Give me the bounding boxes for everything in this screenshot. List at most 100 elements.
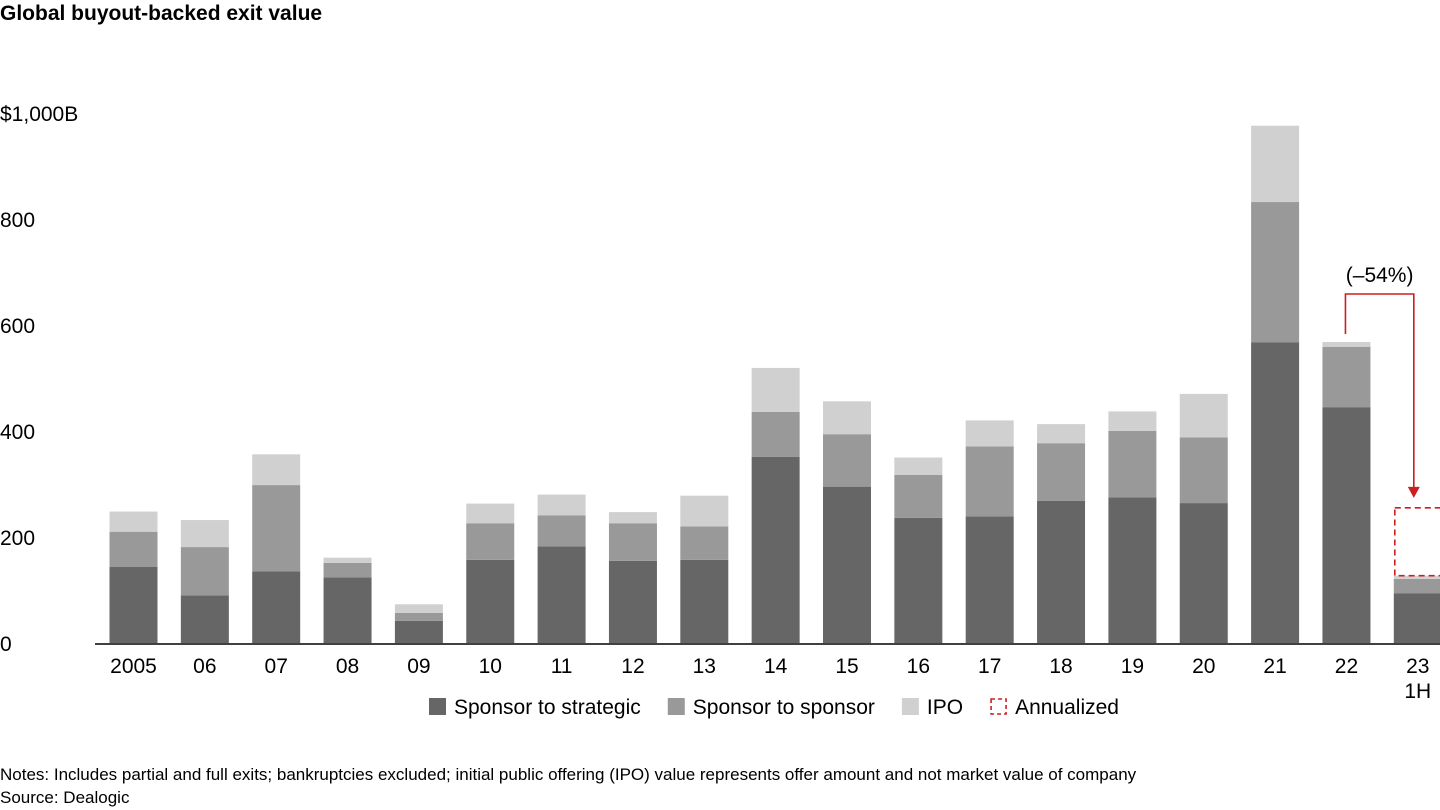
bar-segment-sponsor-to-strategic xyxy=(1322,407,1371,643)
bar-segment-sponsor-to-strategic xyxy=(466,559,515,643)
bar-segment-sponsor-to-strategic xyxy=(751,456,800,643)
x-tick-label: 06 xyxy=(193,655,216,678)
bar-segment-sponsor-to-strategic xyxy=(965,516,1014,643)
bar-segment-sponsor-to-sponsor xyxy=(394,612,443,621)
y-tick-label: 800 xyxy=(0,209,35,232)
y-tick-label: $1,000B xyxy=(0,103,78,126)
legend-label-sponsor-to-sponsor: Sponsor to sponsor xyxy=(693,696,875,719)
bar-segment-sponsor-to-strategic xyxy=(252,571,301,643)
bar-segment-ipo xyxy=(1322,341,1371,347)
x-tick-label: 22 xyxy=(1335,655,1358,678)
bar-segment-ipo xyxy=(394,604,443,613)
bar-segment-ipo xyxy=(680,495,729,527)
x-axis: 2005 06 07 08 09 10 11 12 13 14 15 16 17 18 19 20 21 22 23… xyxy=(110,655,1431,703)
bar-segment-ipo xyxy=(1179,393,1228,438)
bar-segment-ipo xyxy=(466,503,515,524)
bar-segment-sponsor-to-sponsor xyxy=(965,446,1014,517)
x-tick-label: 10 xyxy=(479,655,502,678)
legend-swatch-sponsor-to-sponsor xyxy=(667,698,685,715)
annotation-label: (–54%) xyxy=(1346,264,1414,287)
legend-label-annualized: Annualized xyxy=(1015,696,1119,719)
bar-segment-sponsor-to-strategic xyxy=(1108,497,1157,643)
x-tick-sublabel: 1H xyxy=(1404,680,1431,703)
x-tick-label: 08 xyxy=(336,655,359,678)
chart-title: Global buyout-backed exit value xyxy=(0,2,323,25)
bar-segment-ipo xyxy=(823,401,871,435)
x-tick-label: 09 xyxy=(407,655,430,678)
bar-segment-sponsor-to-strategic xyxy=(608,560,657,643)
bar-segment-ipo xyxy=(252,454,301,486)
bar-segment-sponsor-to-sponsor xyxy=(1322,346,1371,408)
bar-segment-ipo xyxy=(1108,411,1157,431)
bar-segment-ipo xyxy=(608,512,657,524)
bar-segment-ipo xyxy=(537,494,586,516)
x-tick-label: 12 xyxy=(621,655,644,678)
bar-segment-sponsor-to-sponsor xyxy=(680,526,729,560)
legend-swatch-annualized xyxy=(990,698,1007,715)
bar-segment-sponsor-to-sponsor xyxy=(823,434,871,487)
chart-notes: Notes: Includes partial and full exits; … xyxy=(0,765,1137,784)
bar-segment-sponsor-to-sponsor xyxy=(537,515,586,547)
bar-segment-ipo xyxy=(1251,125,1300,203)
y-tick-label: 0 xyxy=(0,633,12,656)
bar-segment-sponsor-to-strategic xyxy=(823,486,871,643)
x-tick-label: 14 xyxy=(764,655,788,678)
bar-segment-sponsor-to-sponsor xyxy=(466,523,515,560)
annualized-box xyxy=(1394,507,1440,577)
legend-label-sponsor-to-strategic: Sponsor to strategic xyxy=(454,696,641,719)
bar-segment-sponsor-to-sponsor xyxy=(323,562,372,578)
bar-segment-ipo xyxy=(323,557,372,563)
change-annotation: (–54%) xyxy=(1344,264,1420,498)
bar-stacks xyxy=(109,125,1440,643)
bar-segment-ipo xyxy=(109,511,158,532)
legend-swatch-ipo xyxy=(901,698,919,715)
bar-segment-sponsor-to-sponsor xyxy=(1179,437,1228,504)
bar-segment-sponsor-to-sponsor xyxy=(1108,431,1157,498)
bar-segment-sponsor-to-sponsor xyxy=(109,531,158,567)
bar-segment-sponsor-to-strategic xyxy=(180,595,229,643)
x-tick-label: 07 xyxy=(265,655,288,678)
bar-segment-ipo xyxy=(180,520,229,548)
bar-segment-sponsor-to-strategic xyxy=(680,559,729,643)
bar-segment-sponsor-to-sponsor xyxy=(1037,443,1086,501)
bar-segment-sponsor-to-strategic xyxy=(109,566,158,643)
x-tick-label: 20 xyxy=(1192,655,1215,678)
bar-segment-ipo xyxy=(1393,575,1440,579)
bar-segment-sponsor-to-strategic xyxy=(1037,500,1086,643)
x-tick-label: 15 xyxy=(835,655,858,678)
x-tick-label: 16 xyxy=(907,655,930,678)
bar-segment-sponsor-to-strategic xyxy=(1179,503,1228,643)
x-tick-label: 21 xyxy=(1263,655,1286,678)
y-tick-label: 400 xyxy=(0,421,35,444)
x-tick-label: 2005 xyxy=(110,655,157,678)
bar-segment-sponsor-to-sponsor xyxy=(252,485,301,572)
bar-segment-ipo xyxy=(1037,424,1086,444)
legend-swatch-sponsor-to-strategic xyxy=(429,698,447,715)
bar-segment-sponsor-to-strategic xyxy=(1393,593,1440,643)
bar-segment-sponsor-to-sponsor xyxy=(608,523,657,561)
bar-segment-ipo xyxy=(894,457,943,475)
bar-segment-sponsor-to-strategic xyxy=(323,577,372,643)
x-tick-label: 19 xyxy=(1121,655,1144,678)
bar-segment-sponsor-to-sponsor xyxy=(751,411,800,457)
x-tick-label: 23 xyxy=(1406,655,1429,678)
buyout-exit-chart: 0 200 400 600 800 $1,000B 2005 06 07 08 09 10 11 12 1… xyxy=(0,103,1440,719)
bar-segment-sponsor-to-sponsor xyxy=(1251,202,1300,343)
x-tick-label: 11 xyxy=(551,655,573,678)
annotation-arrowhead xyxy=(1407,486,1420,498)
bar-segment-sponsor-to-sponsor xyxy=(894,474,943,518)
bar-segment-sponsor-to-strategic xyxy=(894,517,943,643)
bar-segment-ipo xyxy=(751,367,800,412)
legend-label-ipo: IPO xyxy=(927,696,963,719)
x-tick-label: 18 xyxy=(1049,655,1072,678)
bar-segment-sponsor-to-sponsor xyxy=(1393,578,1440,594)
y-tick-label: 600 xyxy=(0,315,35,338)
bar-segment-sponsor-to-sponsor xyxy=(180,547,229,596)
chart-source: Source: Dealogic xyxy=(0,788,130,807)
legend: Sponsor to strategic Sponsor to sponsor IP… xyxy=(429,696,1119,719)
annotation-arrow-line xyxy=(1344,293,1415,494)
bar-segment-ipo xyxy=(965,420,1014,447)
y-tick-label: 200 xyxy=(0,527,35,550)
x-tick-label: 13 xyxy=(693,655,716,678)
bar-segment-sponsor-to-strategic xyxy=(1251,342,1300,643)
